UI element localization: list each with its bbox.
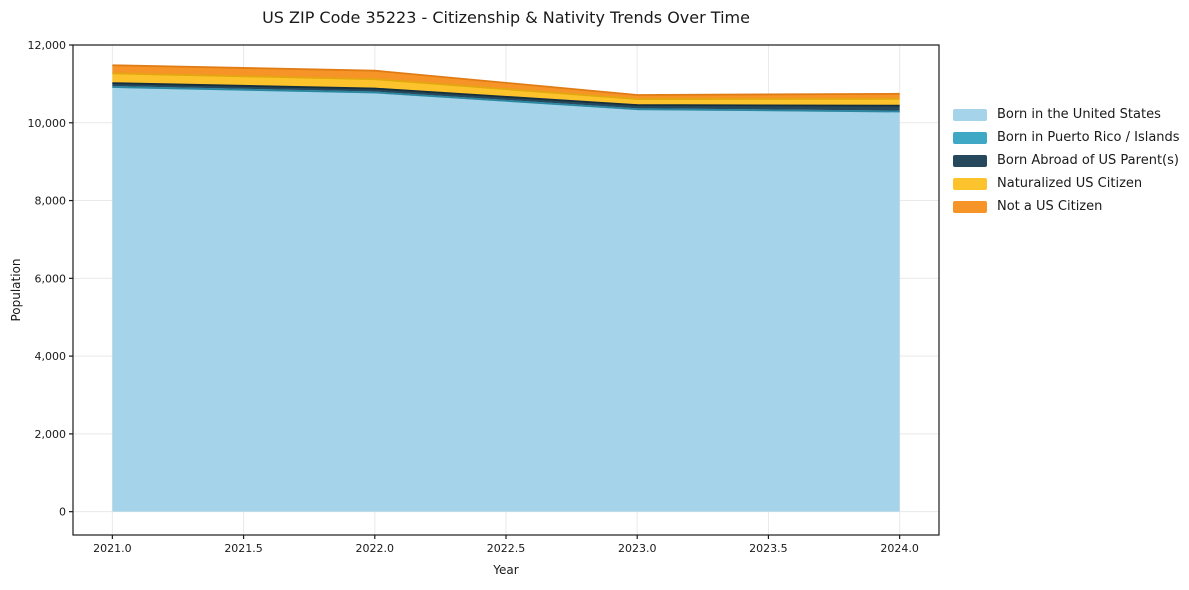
chart-title: US ZIP Code 35223 - Citizenship & Nativi… bbox=[262, 8, 750, 27]
x-tick-label: 2021.0 bbox=[93, 542, 132, 555]
legend-swatch-icon bbox=[953, 177, 987, 190]
y-tick-label: 8,000 bbox=[35, 195, 67, 208]
legend-item-label: Born in the United States bbox=[997, 107, 1161, 122]
legend-item: Not a US Citizen bbox=[953, 195, 1180, 218]
y-tick-label: 2,000 bbox=[35, 428, 67, 441]
legend-swatch-icon bbox=[953, 131, 987, 144]
legend-swatch-icon bbox=[953, 200, 987, 213]
x-tick-label: 2021.5 bbox=[224, 542, 263, 555]
legend-item-label: Born Abroad of US Parent(s) bbox=[997, 153, 1179, 168]
y-tick-label: 10,000 bbox=[28, 117, 67, 130]
x-tick-label: 2023.5 bbox=[749, 542, 788, 555]
y-tick-label: 0 bbox=[59, 506, 66, 519]
x-tick-label: 2022.5 bbox=[487, 542, 526, 555]
legend-item-label: Not a US Citizen bbox=[997, 199, 1103, 214]
x-tick-label: 2024.0 bbox=[880, 542, 919, 555]
legend: Born in the United States Born in Puerto … bbox=[953, 103, 1180, 218]
edge-born-abroad-of-us-parent-s- bbox=[112, 82, 900, 107]
x-axis-label: Year bbox=[493, 563, 519, 577]
legend-item: Born in the United States bbox=[953, 103, 1180, 126]
edge-naturalized-us-citizen bbox=[112, 72, 900, 100]
edge-not-a-us-citizen bbox=[112, 64, 900, 96]
legend-item-label: Naturalized US Citizen bbox=[997, 176, 1143, 191]
legend-item: Born Abroad of US Parent(s) bbox=[953, 149, 1180, 172]
x-tick-label: 2022.0 bbox=[356, 542, 395, 555]
area-born-in-the-united-states bbox=[112, 87, 900, 512]
x-tick-label: 2023.0 bbox=[618, 542, 657, 555]
area-not-a-us-citizen bbox=[112, 65, 900, 100]
legend-item: Naturalized US Citizen bbox=[953, 172, 1180, 195]
legend-swatch-icon bbox=[953, 154, 987, 167]
y-tick-label: 6,000 bbox=[35, 272, 67, 285]
legend-item: Born in Puerto Rico / Islands bbox=[953, 126, 1180, 149]
y-tick-label: 12,000 bbox=[28, 39, 67, 52]
edge-born-in-puerto-rico-islands bbox=[112, 86, 900, 113]
legend-item-label: Born in Puerto Rico / Islands bbox=[997, 130, 1180, 145]
y-tick-label: 4,000 bbox=[35, 350, 67, 363]
legend-swatch-icon bbox=[953, 108, 987, 121]
